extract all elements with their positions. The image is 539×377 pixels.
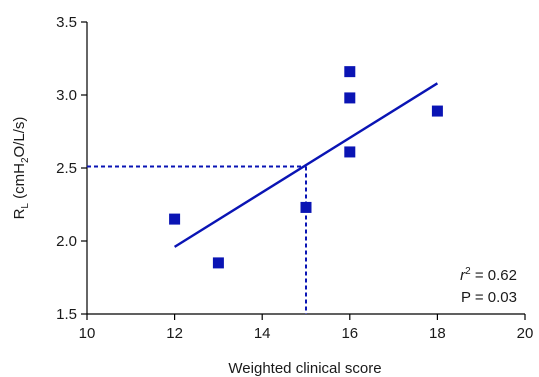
data-point [300, 201, 312, 213]
y-tick-label: 2.0 [56, 233, 77, 250]
y-tick-label: 3.5 [56, 14, 77, 31]
y-tick-label: 2.5 [56, 160, 77, 177]
y-axis-title-sub: L [20, 203, 31, 209]
data-point [344, 92, 356, 104]
y-axis-title: RL (cmH2O/L/s) [11, 117, 31, 220]
data-point [344, 66, 356, 78]
x-tick-label: 18 [429, 325, 446, 342]
p-value-annotation: P = 0.03 [461, 289, 517, 306]
y-axis-title-sub2: 2 [20, 157, 31, 163]
r-symbol: r [460, 267, 466, 284]
y-ticks: 1.5 2.0 2.5 3.0 3.5 [56, 14, 87, 323]
regression-line [173, 82, 439, 248]
r-exponent: 2 [465, 266, 471, 277]
x-ticks: 10 12 14 16 18 20 [79, 314, 534, 342]
x-tick-label: 10 [79, 325, 96, 342]
data-points [169, 66, 443, 269]
y-tick-label: 3.0 [56, 87, 77, 104]
regression-line-group [173, 82, 439, 248]
r-value: = 0.62 [471, 267, 517, 284]
r-squared-annotation: r2 = 0.62 [460, 266, 517, 284]
reference-lines [87, 165, 307, 314]
y-axis-title-rest-b: O/L/s) [11, 117, 28, 158]
data-point [344, 146, 356, 158]
x-tick-label: 16 [341, 325, 358, 342]
x-tick-label: 12 [166, 325, 183, 342]
x-axis-title: Weighted clinical score [228, 360, 381, 377]
y-tick-label: 1.5 [56, 306, 77, 323]
data-point [212, 257, 224, 269]
data-point [431, 105, 443, 117]
x-tick-label: 14 [254, 325, 271, 342]
y-axis-title-main: R [11, 208, 28, 219]
data-point [169, 213, 181, 225]
x-tick-label: 20 [517, 325, 534, 342]
y-axis-title-rest-a: (cmH [11, 163, 28, 203]
